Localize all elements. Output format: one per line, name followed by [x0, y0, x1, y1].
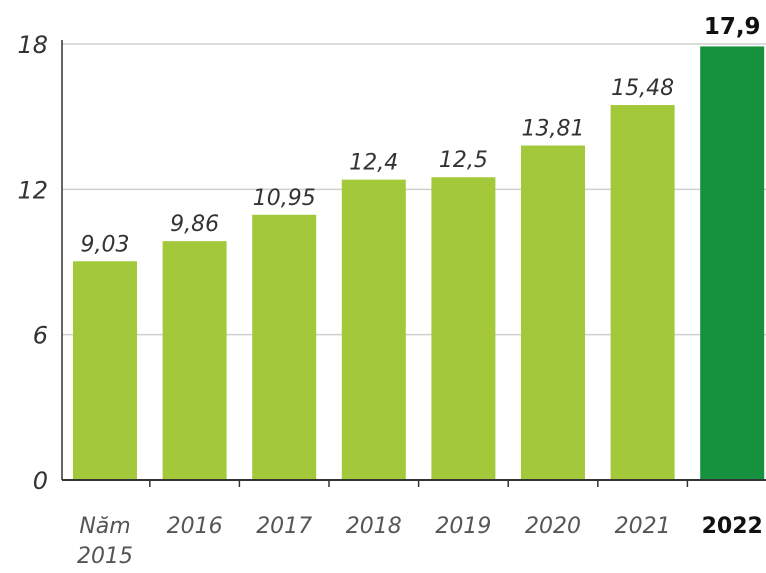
value-label: 9,03: [81, 232, 130, 257]
x-tick-label: 2016: [167, 514, 223, 539]
bar: [431, 177, 496, 480]
y-tick-label: 12: [17, 176, 48, 204]
value-label: 10,95: [253, 186, 316, 211]
bar: [610, 105, 675, 480]
value-label: 12,4: [349, 151, 398, 176]
value-label: 9,86: [170, 212, 219, 237]
bar: [700, 46, 765, 481]
x-tick-label: 2017: [256, 514, 312, 539]
value-label: 13,81: [522, 116, 585, 141]
x-tick-label: 2018: [346, 514, 402, 539]
x-tick-label: 2015: [77, 544, 133, 568]
value-label: 12,5: [439, 148, 488, 173]
bar: [252, 214, 317, 480]
value-label: 17,9: [704, 14, 761, 40]
bar: [341, 179, 406, 480]
bar: [73, 261, 137, 480]
x-tick-label: 2022: [702, 514, 763, 539]
x-tick-label: 2020: [525, 514, 581, 539]
y-tick-label: 0: [33, 467, 48, 495]
bar: [162, 241, 227, 480]
y-tick-label: 18: [17, 31, 48, 59]
x-tick-label: 2021: [615, 514, 671, 539]
bar: [521, 145, 585, 481]
x-tick-label: Năm: [79, 514, 130, 539]
x-tick-label: 2019: [435, 514, 491, 539]
value-label: 15,48: [611, 76, 674, 101]
y-tick-label: 6: [33, 322, 48, 350]
